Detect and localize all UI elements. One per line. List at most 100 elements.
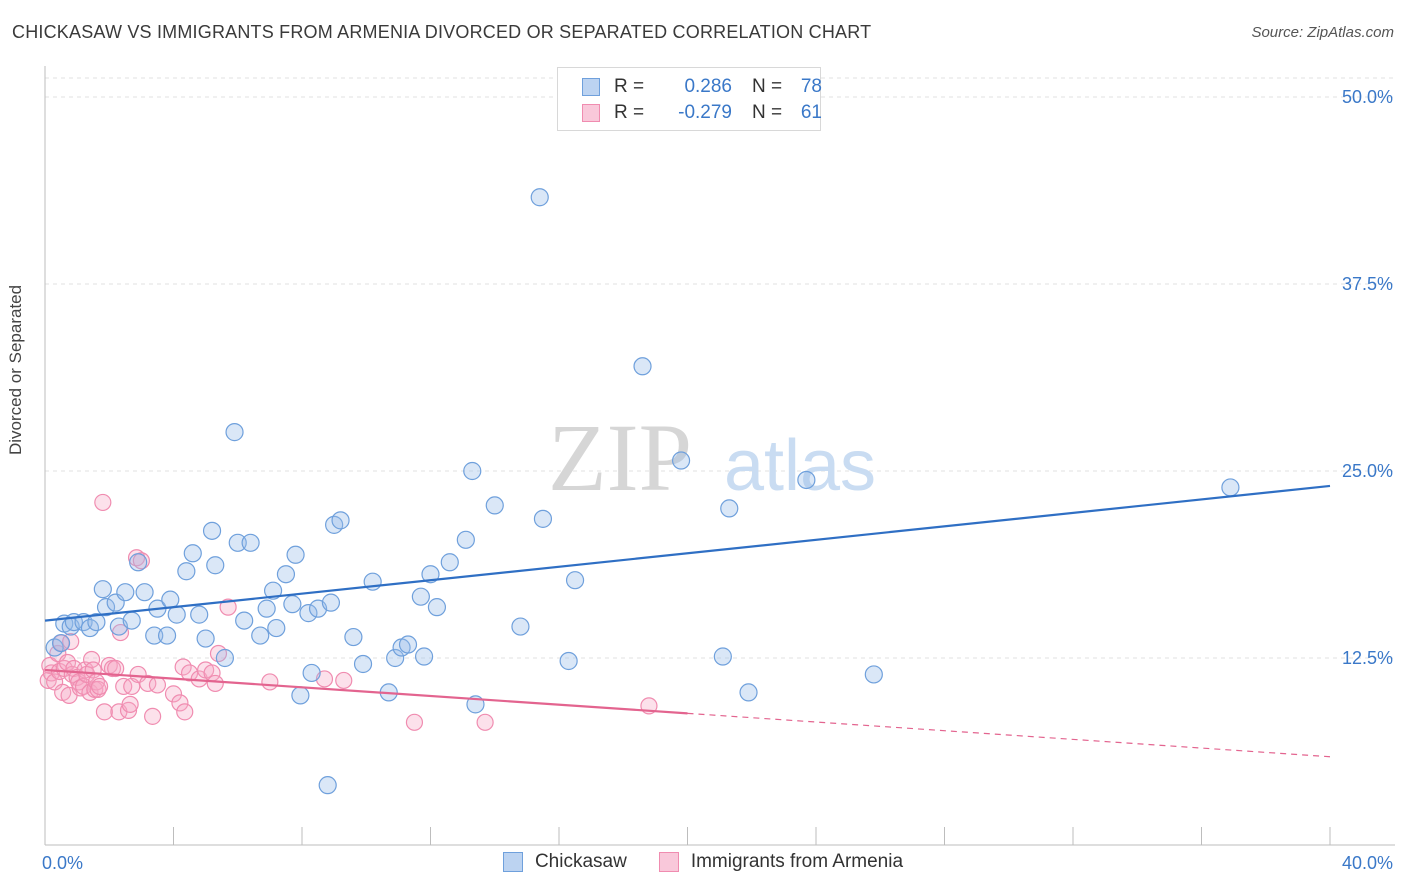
data-point-armenia: [62, 632, 80, 651]
legend-r-value: 0.286: [684, 76, 732, 97]
data-point-chickasaw: [145, 626, 164, 645]
data-point-chickasaw: [183, 544, 202, 563]
watermark-zip: ZIP: [548, 404, 692, 511]
data-point-armenia: [94, 493, 112, 512]
y-axis-label: Divorced or Separated: [6, 284, 25, 455]
data-point-chickasaw: [96, 598, 116, 617]
correlation-legend: R = 0.286 N = 78 R = -0.279 N = 61: [557, 67, 822, 131]
data-point-chickasaw: [291, 686, 310, 705]
data-point-chickasaw: [286, 545, 305, 564]
trend-line-armenia: [44, 668, 688, 715]
data-point-chickasaw: [633, 357, 652, 376]
data-point-armenia: [405, 713, 424, 731]
legend-row-chickasaw: R = 0.286 N = 78: [582, 75, 822, 99]
y-tick-label: 50.0%: [1342, 87, 1393, 107]
y-tick-label: 25.0%: [1342, 461, 1393, 481]
data-point-chickasaw: [241, 533, 260, 552]
data-point-armenia: [107, 659, 125, 678]
data-point-chickasaw: [157, 626, 177, 645]
legend-n-label: N =: [752, 102, 783, 123]
data-point-chickasaw: [129, 553, 148, 572]
watermark: ZIP atlas: [548, 404, 876, 511]
data-point-chickasaw: [411, 587, 430, 606]
data-point-chickasaw: [93, 580, 112, 599]
data-point-chickasaw: [463, 461, 482, 481]
data-point-armenia: [148, 676, 167, 694]
data-point-chickasaw: [1221, 478, 1240, 497]
legend-n-value: 78: [800, 76, 822, 97]
legend-swatch-pink: [658, 852, 679, 872]
data-point-chickasaw: [196, 629, 215, 648]
legend-r-value: -0.279: [678, 102, 732, 123]
data-point-chickasaw: [202, 521, 222, 540]
legend-n-label: N =: [752, 76, 783, 97]
trend-line-chickasaw: [44, 484, 1331, 622]
data-point-armenia: [121, 695, 139, 713]
data-point-chickasaw: [206, 556, 225, 575]
watermark-atlas: atlas: [724, 426, 876, 506]
legend-swatch-blue: [502, 852, 523, 872]
data-point-chickasaw: [267, 618, 286, 638]
data-point-chickasaw: [671, 451, 691, 470]
data-point-chickasaw: [398, 635, 418, 654]
chart-title: CHICKASAW VS IMMIGRANTS FROM ARMENIA DIV…: [12, 22, 872, 42]
data-point-chickasaw: [318, 776, 337, 795]
data-point-chickasaw: [190, 605, 209, 624]
data-point-chickasaw: [414, 647, 434, 666]
trend-lines: [44, 484, 1331, 758]
data-point-chickasaw: [177, 562, 196, 581]
data-point-armenia: [119, 701, 138, 719]
data-point-armenia: [174, 658, 192, 676]
series-chickasaw-points: [45, 188, 1240, 795]
data-point-chickasaw: [225, 423, 244, 442]
legend-row-armenia: R = -0.279 N = 61: [582, 101, 822, 125]
data-point-chickasaw: [302, 663, 321, 683]
chart-source: Source: ZipAtlas.com: [1251, 24, 1394, 41]
data-point-armenia: [476, 713, 494, 731]
grid-lines: [45, 77, 1395, 659]
legend-swatch-blue: [582, 78, 600, 96]
data-point-chickasaw: [485, 496, 504, 515]
data-point-chickasaw: [427, 598, 447, 617]
data-point-chickasaw: [864, 665, 883, 684]
data-point-armenia: [91, 677, 109, 696]
legend-item-chickasaw: Chickasaw: [502, 851, 627, 873]
data-point-chickasaw: [797, 470, 816, 490]
data-point-chickasaw: [739, 683, 758, 702]
data-point-chickasaw: [421, 565, 440, 584]
data-point-chickasaw: [386, 648, 405, 668]
data-point-armenia: [176, 703, 194, 721]
data-point-chickasaw: [251, 626, 270, 645]
data-point-chickasaw: [511, 617, 530, 636]
data-point-chickasaw: [122, 611, 141, 630]
data-point-chickasaw: [331, 511, 350, 530]
y-tick-label: 37.5%: [1342, 274, 1393, 294]
legend-r-label: R =: [614, 102, 645, 123]
legend-label-chickasaw: Chickasaw: [534, 851, 627, 872]
data-point-chickasaw: [456, 530, 475, 549]
legend-n-value: 61: [800, 102, 822, 123]
y-tick-label: 12.5%: [1342, 648, 1393, 668]
data-point-chickasaw: [565, 571, 585, 590]
tick-labels: 12.5% 25.0% 37.5% 50.0% 0.0% 40.0%: [42, 87, 1393, 873]
data-point-chickasaw: [276, 565, 296, 584]
data-point-chickasaw: [87, 612, 106, 632]
data-point-chickasaw: [235, 611, 254, 630]
data-point-chickasaw: [344, 627, 363, 647]
data-point-chickasaw: [257, 599, 276, 618]
data-point-chickasaw: [720, 499, 739, 518]
data-point-armenia: [261, 673, 279, 691]
series-legend: Chickasaw Immigrants from Armenia: [0, 851, 1406, 873]
data-point-chickasaw: [321, 593, 341, 612]
data-point-armenia: [144, 707, 162, 725]
legend-label-armenia: Immigrants from Armenia: [690, 851, 904, 872]
x-tick-label: 40.0%: [1342, 853, 1393, 873]
data-point-chickasaw: [116, 583, 135, 602]
data-point-chickasaw: [533, 509, 553, 528]
data-point-chickasaw: [228, 533, 247, 552]
data-point-chickasaw: [283, 595, 302, 614]
data-point-armenia: [219, 598, 237, 616]
data-point-chickasaw: [559, 651, 578, 671]
legend-swatch-pink: [582, 104, 600, 122]
data-point-chickasaw: [215, 648, 234, 668]
